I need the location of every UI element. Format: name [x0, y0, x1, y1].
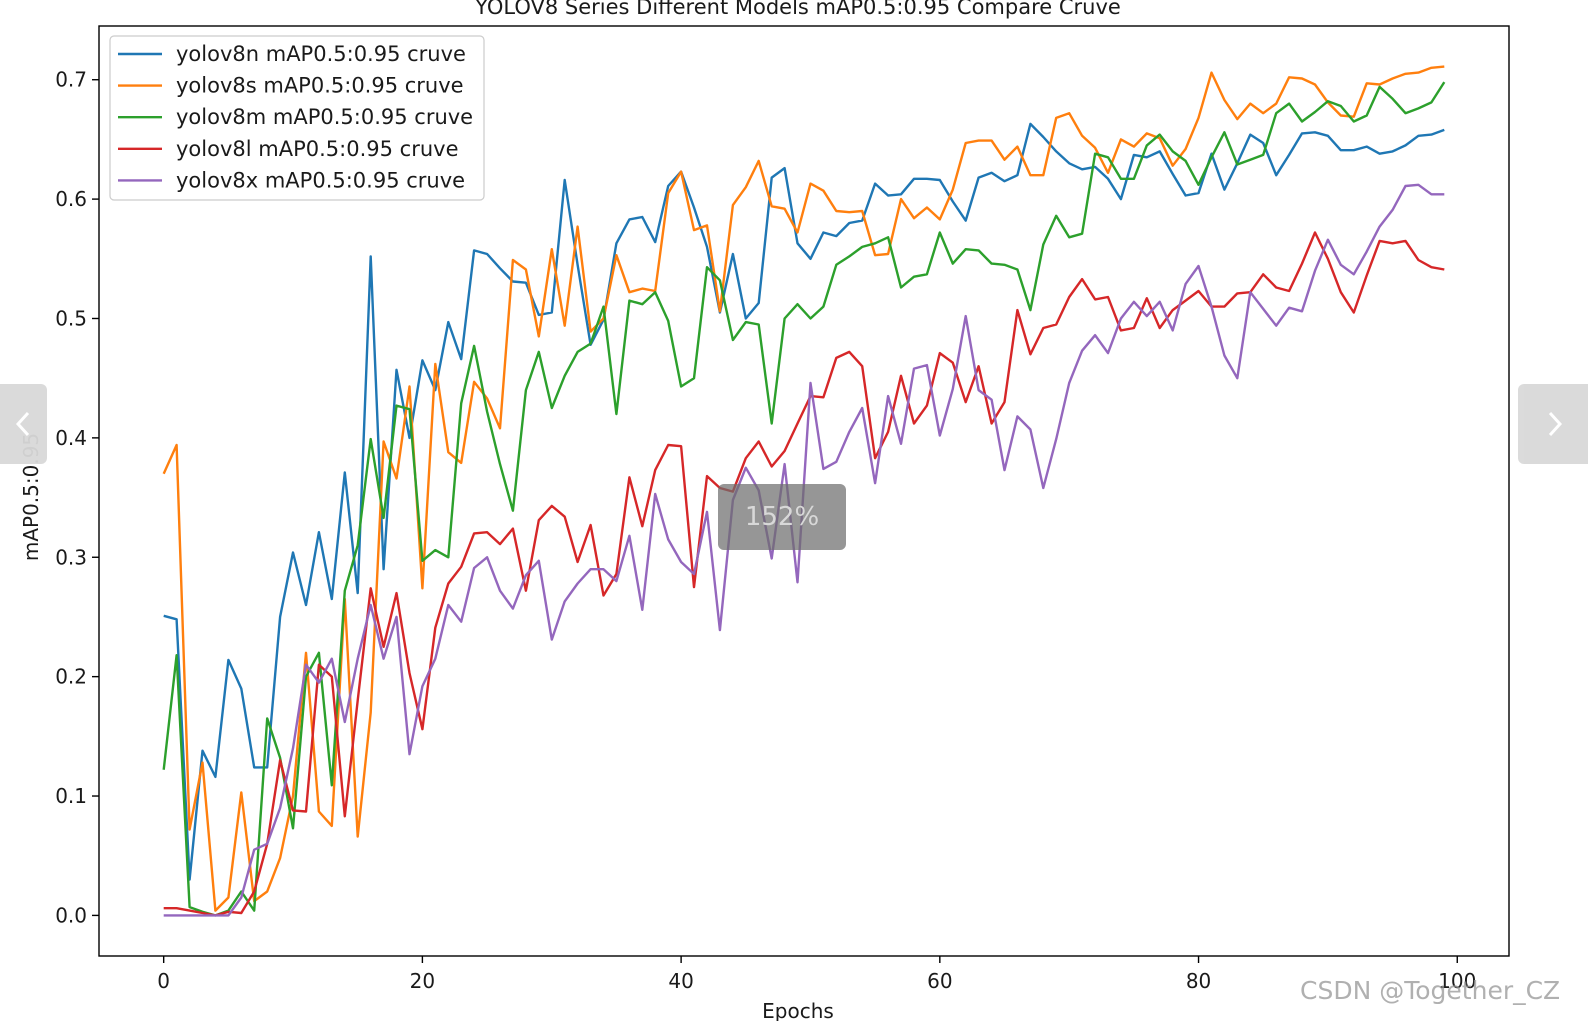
y-tick-label: 0.2: [55, 665, 87, 689]
series-line-2: [162, 81, 1446, 917]
x-tick-label: 80: [1186, 969, 1211, 993]
y-tick-label: 0.6: [55, 187, 87, 211]
chart-title: YOLOV8 Series Different Models mAP0.5:0.…: [474, 0, 1121, 19]
zoom-level-badge: 152%: [718, 484, 846, 550]
series-line-4: [163, 183, 1445, 917]
x-tick-label: 60: [927, 969, 952, 993]
legend-label-0: yolov8n mAP0.5:0.95 cruve: [176, 42, 466, 66]
chevron-right-icon: [1548, 411, 1563, 437]
y-tick-label: 0.4: [55, 426, 87, 450]
plot-frame: [98, 25, 1510, 957]
legend-label-2: yolov8m mAP0.5:0.95 cruve: [176, 105, 473, 129]
x-axis-title: Epochs: [762, 999, 834, 1021]
x-tick-label: 40: [668, 969, 693, 993]
x-tick-label: 0: [157, 969, 170, 993]
series-line-1: [162, 65, 1445, 912]
legend-label-4: yolov8x mAP0.5:0.95 cruve: [176, 168, 465, 192]
y-tick-label: 0.1: [55, 784, 87, 808]
chevron-left-icon: [15, 411, 29, 437]
watermark: CSDN @Together_CZ: [1300, 976, 1561, 1005]
y-tick-label: 0.7: [55, 68, 87, 92]
legend-label-1: yolov8s mAP0.5:0.95 cruve: [176, 74, 464, 98]
y-tick-label: 0.0: [55, 903, 87, 927]
next-image-button[interactable]: [1518, 384, 1588, 464]
previous-image-button[interactable]: [0, 384, 47, 464]
x-tick-label: 20: [410, 969, 435, 993]
series-line-0: [163, 122, 1445, 881]
legend-box: [109, 35, 485, 201]
series-line-3: [163, 231, 1445, 917]
y-tick-label: 0.5: [55, 306, 87, 330]
legend-label-3: yolov8l mAP0.5:0.95 cruve: [176, 137, 459, 161]
x-tick-label: 100: [1438, 969, 1476, 993]
y-tick-label: 0.3: [55, 545, 87, 569]
